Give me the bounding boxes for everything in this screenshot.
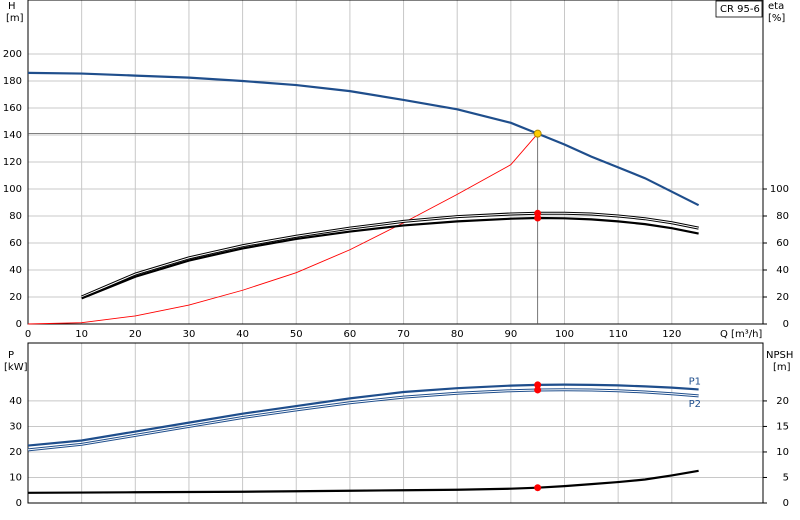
x-tick-label: 60	[344, 329, 357, 340]
y2-label: eta	[768, 1, 784, 12]
x-tick-label: 50	[290, 329, 303, 340]
x-tick-label: 80	[451, 329, 464, 340]
plot-frame	[27, 342, 764, 504]
model-label: CR 95-6	[720, 4, 760, 15]
y2-unit: [%]	[768, 13, 785, 24]
x-tick-label: 40	[236, 329, 249, 340]
x-tick-label: 70	[397, 329, 410, 340]
series-line	[27, 469, 699, 494]
operating-point	[534, 381, 542, 389]
operating-point	[534, 214, 542, 222]
y2-label: NPSH	[766, 350, 793, 361]
y-label: P	[8, 350, 14, 361]
series-label: P2	[689, 399, 701, 410]
y2-tick-label: 20	[776, 292, 789, 303]
x-tick-label: 10	[75, 329, 88, 340]
series-label: P1	[689, 376, 701, 387]
y-tick-label: 100	[3, 184, 22, 195]
series-line	[27, 71, 700, 207]
operating-point	[534, 386, 542, 394]
operating-point	[534, 484, 542, 492]
y-tick-label: 40	[9, 396, 22, 407]
x-tick-label: 0	[25, 329, 31, 340]
y2-tick-label: 80	[776, 211, 789, 222]
x-tick-label: 120	[662, 329, 681, 340]
x-tick-label: 90	[504, 329, 517, 340]
y2-tick-label: 20	[776, 396, 789, 407]
series-line	[27, 389, 699, 451]
model-box	[715, 0, 763, 18]
y-tick-label: 200	[3, 49, 22, 60]
y-tick-label: 80	[9, 211, 22, 222]
y2-tick-label: 5	[783, 472, 789, 483]
y-tick-label: 0	[16, 498, 22, 509]
y2-tick-label: 60	[776, 238, 789, 249]
plot-frame	[27, 0, 764, 325]
x-label: Q [m³/h]	[720, 329, 762, 340]
series-line	[27, 383, 699, 447]
y-tick-label: 10	[9, 472, 22, 483]
x-tick-label: 100	[555, 329, 574, 340]
y-tick-label: 140	[3, 130, 22, 141]
y-label: H	[8, 1, 16, 12]
y-tick-label: 20	[9, 447, 22, 458]
y-tick-label: 60	[9, 238, 22, 249]
y2-unit: [m]	[773, 362, 791, 373]
x-tick-label: 110	[609, 329, 628, 340]
y2-tick-label: 40	[776, 265, 789, 276]
y-tick-label: 120	[3, 157, 22, 168]
y-tick-label: 20	[9, 292, 22, 303]
series-line	[27, 133, 539, 325]
y-unit: [kW]	[4, 362, 28, 373]
y-tick-label: 40	[9, 265, 22, 276]
y-unit: [m]	[6, 13, 24, 24]
y2-tick-label: 10	[776, 447, 789, 458]
x-tick-label: 30	[183, 329, 196, 340]
y2-tick-label: 15	[776, 421, 789, 432]
y-tick-label: 0	[16, 319, 22, 330]
y-tick-label: 30	[9, 421, 22, 432]
y2-tick-label: 100	[770, 184, 789, 195]
x-tick-label: 20	[129, 329, 142, 340]
y2-tick-label: 0	[783, 498, 789, 509]
series-line	[81, 216, 699, 300]
y-tick-label: 180	[3, 76, 22, 87]
operating-point	[533, 129, 542, 138]
y2-tick-label: 0	[783, 319, 789, 330]
y-tick-label: 160	[3, 103, 22, 114]
series-line	[81, 212, 699, 298]
